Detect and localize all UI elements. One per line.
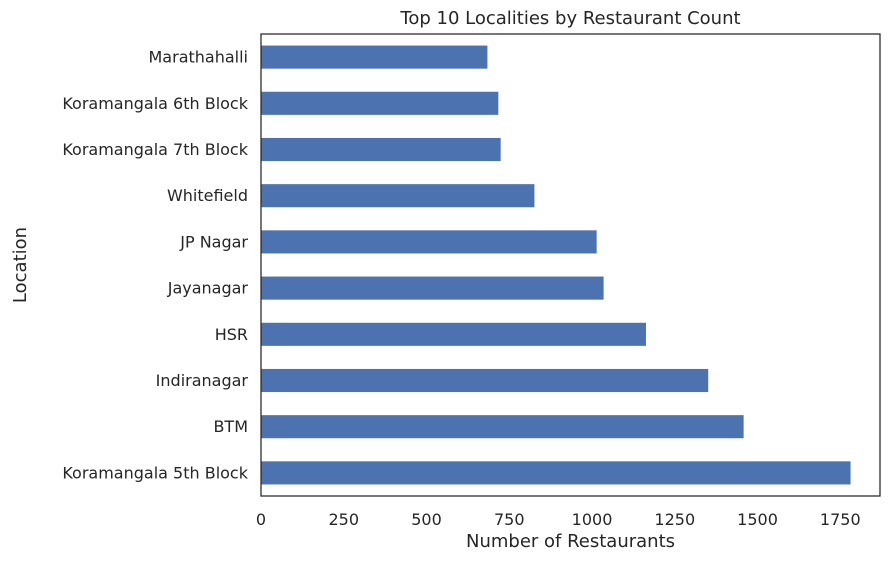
bar: [261, 45, 488, 69]
bar: [261, 368, 709, 393]
chart-title: Top 10 Localities by Restaurant Count: [399, 8, 740, 29]
bar: [261, 276, 604, 300]
bar: [261, 322, 646, 346]
x-axis-label: Number of Restaurants: [466, 531, 675, 552]
y-tick-label: Jayanagar: [167, 279, 249, 298]
bars-group: [261, 45, 851, 485]
y-tick-label: Koramangala 6th Block: [62, 94, 248, 113]
x-tick-label: 1000: [572, 510, 613, 529]
y-tick-label: Koramangala 5th Block: [62, 463, 248, 482]
y-tick-label: Indiranagar: [156, 371, 249, 390]
y-tick-label: JP Nagar: [179, 232, 248, 251]
x-tick-label: 1250: [654, 510, 695, 529]
bar: [261, 461, 851, 485]
bar: [261, 184, 535, 208]
y-tick-label: Marathahalli: [149, 48, 249, 67]
x-tick-label: 500: [411, 510, 442, 529]
bar: [261, 91, 499, 115]
bar: [261, 137, 501, 162]
x-tick-label: 1750: [820, 510, 861, 529]
x-tick-labels: 0 250 500 750 1000 1250 1500 1750: [256, 510, 861, 529]
y-tick-label: HSR: [215, 325, 248, 344]
bar: [261, 230, 597, 254]
y-tick-label: BTM: [213, 417, 248, 436]
x-tick-label: 250: [328, 510, 359, 529]
plot-frame: [260, 33, 881, 497]
y-tick-label: Whitefield: [167, 186, 248, 205]
x-tick-label: 0: [256, 510, 266, 529]
y-tick-labels: Koramangala 5th Block BTM Indiranagar HSR Ja…: [62, 48, 248, 483]
x-tick-label: 1500: [737, 510, 778, 529]
y-tick-label: Koramangala 7th Block: [62, 140, 248, 159]
y-axis-label: Location: [10, 227, 31, 303]
bar: [261, 415, 744, 439]
x-tick-label: 750: [494, 510, 525, 529]
